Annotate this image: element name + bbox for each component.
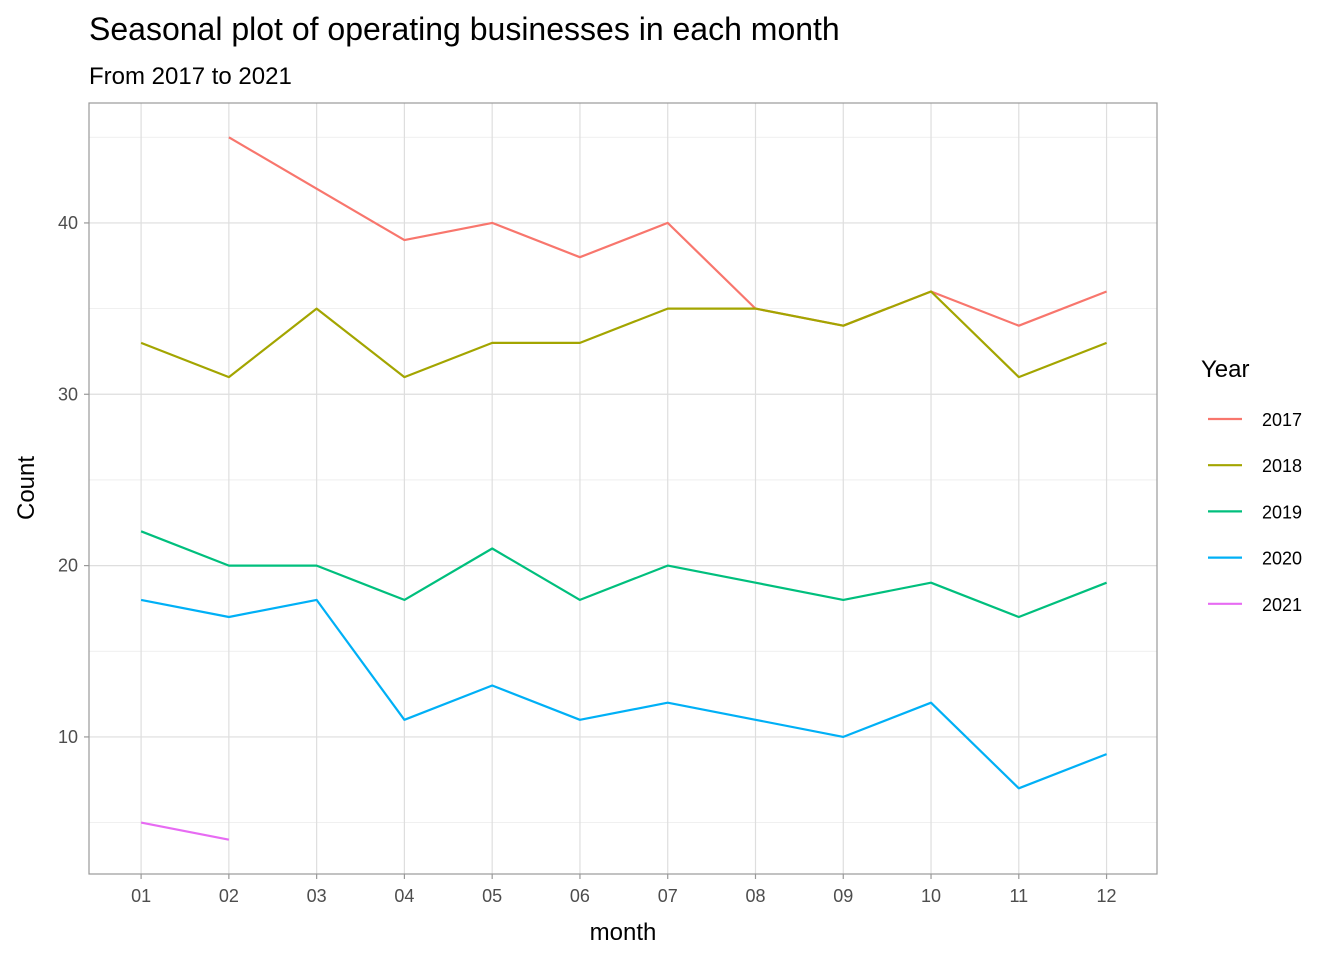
legend-label-2018: 2018 <box>1262 456 1302 476</box>
x-axis-ticks: 01 02 03 04 05 06 07 08 09 10 11 12 <box>131 874 1117 906</box>
minor-gridlines <box>89 136 1157 823</box>
series-line-2017 <box>228 136 1107 327</box>
legend-label-2020: 2020 <box>1262 549 1302 569</box>
x-tick-label: 11 <box>1009 886 1028 906</box>
legend: Year 2017 2018 2019 2020 2021 <box>1201 356 1302 615</box>
y-tick-label: 20 <box>58 556 78 576</box>
x-tick-label: 01 <box>131 886 151 906</box>
chart-subtitle: From 2017 to 2021 <box>89 63 292 90</box>
x-axis-title: month <box>590 919 657 946</box>
plot-panel <box>89 103 1157 874</box>
y-tick-label: 40 <box>58 213 78 233</box>
legend-label-2019: 2019 <box>1262 502 1302 522</box>
x-tick-label: 07 <box>658 886 678 906</box>
legend-label-2017: 2017 <box>1262 410 1302 430</box>
series-line-2019 <box>140 530 1108 619</box>
x-tick-label: 08 <box>745 886 765 906</box>
x-tick-label: 05 <box>482 886 502 906</box>
legend-title: Year <box>1201 356 1250 383</box>
y-axis-ticks: 10 20 30 40 <box>58 213 89 747</box>
plot-border <box>88 102 1158 875</box>
x-tick-label: 10 <box>921 886 941 906</box>
chart-title: Seasonal plot of operating businesses in… <box>89 11 840 47</box>
legend-label-2021: 2021 <box>1262 595 1302 615</box>
series-line-2020 <box>140 598 1107 790</box>
series-line-2018 <box>140 290 1107 379</box>
x-tick-label: 06 <box>570 886 590 906</box>
series-line-2021 <box>140 821 230 841</box>
x-tick-label: 04 <box>394 886 414 906</box>
y-axis-title: Count <box>13 456 40 520</box>
x-tick-label: 09 <box>833 886 853 906</box>
major-gridlines <box>89 103 1157 874</box>
legend-items: 2017 2018 2019 2020 2021 <box>1208 410 1302 615</box>
x-tick-label: 02 <box>219 886 239 906</box>
x-tick-label: 12 <box>1097 886 1117 906</box>
series-lines <box>140 136 1108 841</box>
y-tick-label: 30 <box>58 384 78 404</box>
y-tick-label: 10 <box>58 727 78 747</box>
x-tick-label: 03 <box>307 886 327 906</box>
